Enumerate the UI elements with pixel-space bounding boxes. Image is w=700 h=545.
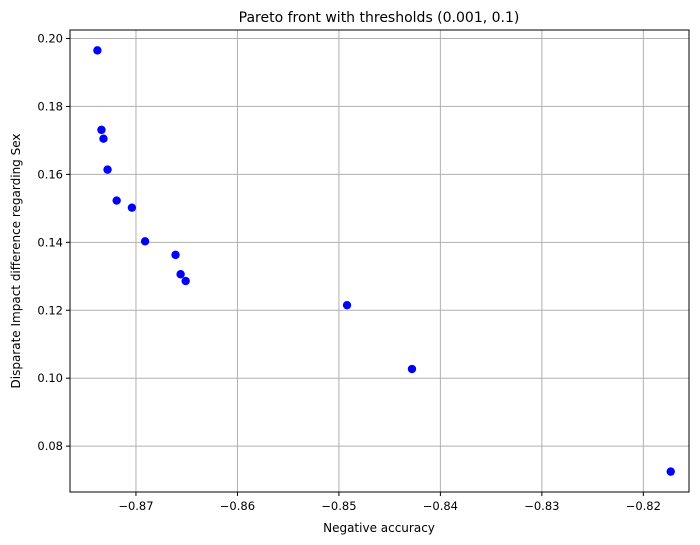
data-point [407,364,417,374]
data-point [171,250,180,260]
y-tick-label: 0.14 [37,235,63,249]
y-tick-label: 0.16 [37,167,63,181]
data-point [103,165,112,174]
x-tick-label: −0.85 [321,499,356,513]
x-axis-label: Negative accuracy [323,521,435,535]
y-axis-ticks: 0.08 0.10 0.12 0.14 0.16 0.18 0.20 [37,31,70,453]
y-tick-label: 0.20 [37,31,63,45]
x-tick-label: −0.86 [220,499,255,513]
y-tick-label: 0.08 [37,439,63,453]
data-point [666,467,675,476]
x-tick-label: −0.87 [118,499,153,513]
y-tick-label: 0.18 [37,99,63,113]
y-tick-label: 0.12 [37,303,63,317]
data-point [342,300,352,310]
grid-lines [70,30,689,492]
data-point [112,196,121,205]
x-axis-ticks: −0.87 −0.86 −0.85 −0.84 −0.83 −0.82 [118,492,661,513]
x-tick-label: −0.84 [423,499,458,513]
data-point [176,270,185,279]
y-tick-label: 0.10 [37,371,63,385]
x-tick-label: −0.82 [626,499,661,513]
data-point [97,125,106,135]
data-point [181,276,190,286]
y-axis-label: Disparate Impact difference regarding Se… [9,134,23,389]
data-point [140,237,150,246]
data-point [127,203,137,212]
data-point [93,46,102,55]
data-point [99,134,108,143]
chart-title: Pareto front with thresholds (0.001, 0.1… [239,10,520,26]
data-points [93,46,675,476]
plot-frame [69,29,690,493]
x-tick-label: −0.83 [524,499,559,513]
